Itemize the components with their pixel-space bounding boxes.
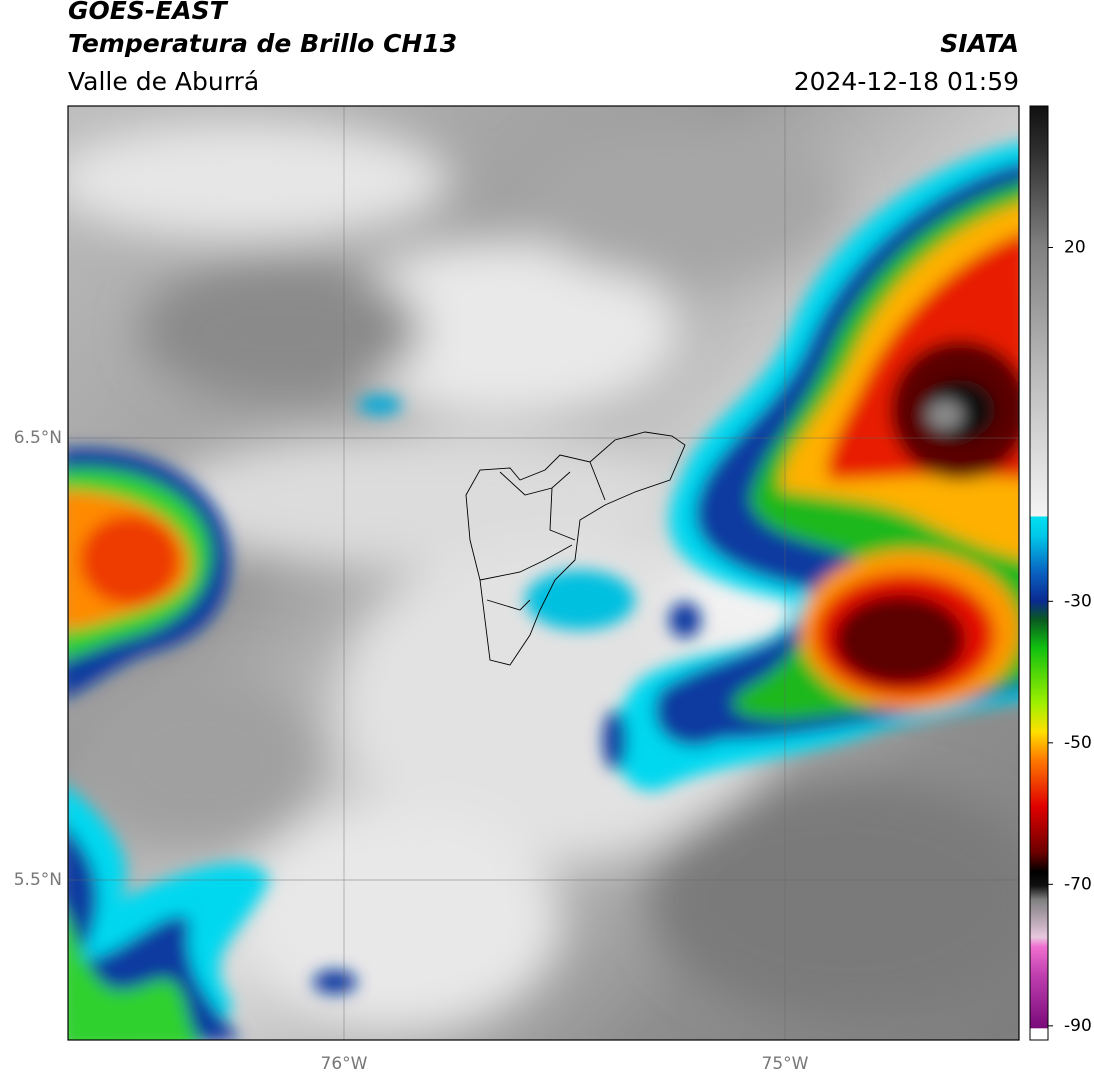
source: SIATA bbox=[940, 29, 1019, 58]
colorbar: 20 -30 -50 -70 -90 bbox=[1029, 105, 1092, 1041]
colorbar-tick-label: -50 bbox=[1064, 733, 1092, 753]
colorbar-scale bbox=[1029, 105, 1049, 1041]
lat-label: 6.5°N bbox=[14, 428, 62, 448]
region: Valle de Aburrá bbox=[68, 67, 259, 96]
colorbar-tick-label: -90 bbox=[1064, 1016, 1092, 1036]
satellite-image bbox=[68, 106, 1019, 1040]
lon-label: 75°W bbox=[762, 1054, 809, 1074]
colorbar-tick-label: 20 bbox=[1064, 238, 1086, 258]
graticule bbox=[68, 106, 1019, 1040]
colorbar-tick-label: -30 bbox=[1064, 591, 1092, 611]
municipal-boundaries bbox=[465, 431, 686, 666]
lon-label: 76°W bbox=[321, 1054, 368, 1074]
map-frame bbox=[67, 105, 1020, 1041]
lat-label: 5.5°N bbox=[14, 870, 62, 890]
colorbar-tick-label: -70 bbox=[1064, 874, 1092, 894]
datetime: 2024-12-18 01:59 bbox=[794, 67, 1019, 96]
title: GOES-EAST bbox=[68, 0, 229, 25]
subtitle: Temperatura de Brillo CH13 bbox=[68, 29, 457, 58]
